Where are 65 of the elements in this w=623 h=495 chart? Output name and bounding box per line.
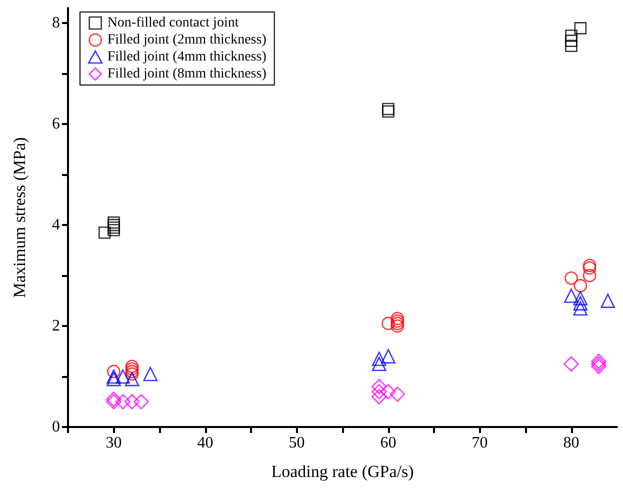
point [380, 384, 396, 400]
point [143, 366, 158, 382]
y-tick-label: 6 [52, 116, 60, 133]
point [124, 394, 140, 410]
point [124, 372, 140, 386]
point [565, 40, 578, 52]
point [371, 389, 387, 404]
point [382, 316, 395, 330]
point [371, 384, 387, 400]
point [125, 364, 139, 378]
point [573, 301, 588, 316]
point [108, 221, 120, 234]
point [390, 316, 404, 330]
point [564, 271, 578, 285]
point [125, 367, 139, 381]
point [573, 291, 588, 306]
point [564, 288, 578, 303]
x-axis-title: Loading rate (GPa/s) [271, 462, 414, 481]
point [107, 364, 120, 378]
point [382, 102, 394, 116]
x-tick-label: 50 [288, 434, 305, 452]
point [582, 258, 596, 272]
point [372, 352, 386, 366]
point [372, 356, 386, 372]
point [106, 372, 121, 386]
point [573, 296, 588, 310]
point [565, 34, 578, 47]
point [574, 22, 587, 34]
x-tick-label: 70 [472, 434, 488, 452]
point [390, 314, 404, 328]
point [115, 394, 131, 410]
point [600, 294, 615, 308]
y-tick-label: 0 [52, 418, 60, 436]
legend-label: Filled joint (8mm thickness) [107, 66, 267, 82]
point [108, 218, 120, 232]
x-tick-label: 60 [380, 434, 396, 452]
x-tick-label: 40 [197, 434, 214, 452]
point [565, 30, 578, 42]
point [390, 312, 404, 326]
point [134, 394, 149, 410]
point [125, 362, 139, 376]
legend-label: Filled joint (4mm thickness) [107, 50, 267, 64]
point [382, 105, 394, 118]
point [108, 216, 120, 229]
y-tick-label: 2 [52, 318, 60, 335]
point [564, 356, 579, 372]
point [98, 226, 111, 239]
x-tick-label: 30 [106, 434, 122, 452]
point [381, 349, 396, 364]
point [574, 279, 588, 292]
point [106, 369, 121, 384]
x-tick-label: 80 [563, 434, 580, 452]
point [582, 261, 596, 275]
y-tick-label: 8 [52, 14, 60, 32]
point [390, 319, 404, 333]
point [582, 268, 596, 282]
point [108, 224, 120, 236]
point [371, 378, 387, 394]
legend-label: Filled joint (2mm thickness) [107, 32, 267, 48]
point [125, 360, 139, 374]
y-axis-title: Maximum stress (MPa) [10, 137, 29, 298]
point [390, 386, 406, 402]
legend-label: Non-filled contact joint [107, 16, 239, 30]
y-tick-label: 4 [52, 216, 60, 234]
point [116, 369, 130, 384]
